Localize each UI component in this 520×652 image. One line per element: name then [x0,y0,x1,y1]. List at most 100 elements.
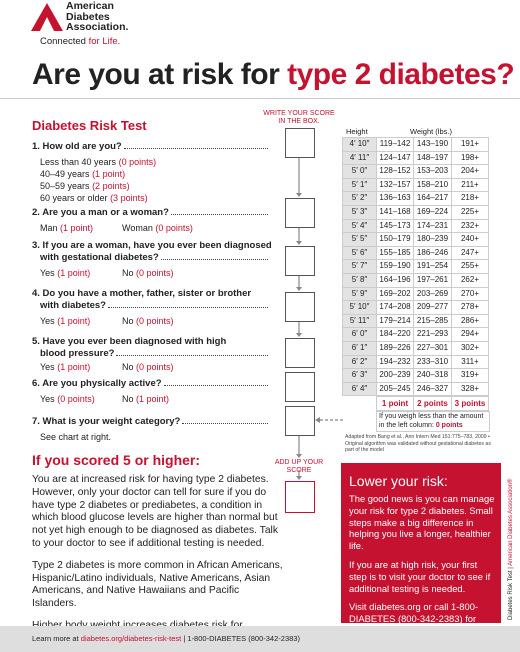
points-cell: 1 point [376,396,414,412]
score-box[interactable] [285,292,315,322]
weight-cell: 186–246 [413,245,452,261]
weight-cell: 136–163 [376,191,414,206]
option-label: Man [40,223,58,233]
table-header: Weight (lbs.) [410,127,452,136]
footer-link[interactable]: diabetes.org/diabetes-risk-test [80,634,182,643]
option-label: Woman [122,223,153,233]
footer-phone: | 1-800-DIABETES (800-342-2383) [183,634,300,643]
option: 60 years or older (3 points) [40,193,148,203]
paragraph: The good news is you can manage your ris… [349,493,495,552]
arrows [296,158,344,480]
citation: Adapted from Bang et al., Ann Intern Med… [345,434,491,453]
height-cell: 5′ 7″ [342,259,377,274]
weight-cell: 225+ [451,205,489,220]
option-label: No [122,394,134,404]
option-label: Yes [40,362,55,372]
option: Woman (0 points) [122,223,193,233]
option-points: (0 points) [136,316,174,326]
question-text: with gestational diabetes? [40,252,159,263]
side-text: Diabetes Risk Test | American Diabetes A… [508,479,514,620]
question-line: 6. Are you physically active? [32,378,268,389]
weight-cell: 179–214 [376,313,414,329]
weight-cell: 247+ [451,245,489,261]
main-title: Are you at risk for type 2 diabetes? [32,58,515,92]
height-cell: 5′ 10″ [342,300,377,315]
option-points: (1 point) [136,394,170,404]
score-box[interactable] [285,128,315,158]
note-points: 0 points [435,421,463,429]
question-line: with diabetes? [40,300,268,311]
side-highlight: American Diabetes Association® [508,478,514,566]
weight-cell: 200–239 [376,368,414,383]
height-cell: 5′ 4″ [342,218,377,234]
write-score: WRITE YOUR SCORE IN THE BOX. [263,110,335,125]
logo-line: American [66,0,114,12]
footer: Learn more at diabetes.org/diabetes-risk… [0,626,520,652]
height-cell: 5′ 1″ [342,177,377,193]
weight-cell: 132–157 [376,177,414,193]
score-box[interactable] [285,406,315,436]
weight-cell: 197–261 [413,273,452,288]
weight-cell: 240+ [451,232,489,247]
height-cell: 6′ 2″ [342,354,377,370]
weight-cell: 194–232 [376,354,414,370]
weight-cell: 174–208 [376,300,414,315]
option-points: (0 points) [136,362,174,372]
option-points: (1 point) [60,223,94,233]
option: No (1 point) [122,394,169,404]
paragraph: You are at increased risk for having typ… [32,474,278,549]
option-points: (1 point) [57,316,91,326]
height-cell: 5′ 8″ [342,273,377,288]
weight-cell: 286+ [451,313,489,329]
weight-cell: 164–196 [376,273,414,288]
height-cell: 4′ 11″ [342,150,377,166]
weight-cell: 164–217 [413,191,452,206]
option: Less than 40 years (0 points) [40,157,156,167]
paragraph: If you are at high risk, your first step… [349,558,491,594]
divider [0,98,520,99]
question-line: blood pressure? [40,348,268,359]
leader [163,378,268,386]
option-points: (1 point) [92,169,126,179]
score-box[interactable] [285,198,315,228]
score-box[interactable] [285,338,315,368]
title-highlight: type 2 diabetes? [287,58,515,91]
question-note: See chart at right. [40,432,112,442]
question-line: with gestational diabetes? [40,252,268,263]
logo-mark [31,3,63,31]
weight-cell: 124–147 [376,150,414,166]
leader [107,300,268,308]
height-cell: 5′ 9″ [342,286,377,302]
option-label: 60 years or older [40,193,108,203]
arrow-head [296,454,302,458]
question-text: 1. How old are you? [32,141,122,152]
score-box[interactable] [285,372,315,402]
question-line: 1. How old are you? [32,141,268,152]
option-label: Yes [40,316,55,326]
option-points: (0 points) [136,268,174,278]
weight-cell: 278+ [451,300,489,315]
height-cell: 6′ 0″ [342,327,377,342]
question-text: blood pressure? [40,348,115,359]
weight-cell: 205–245 [376,381,414,397]
total-box[interactable] [285,481,315,513]
weight-cell: 191+ [451,137,489,152]
arrow-head [296,193,302,197]
scored-title: If you scored 5 or higher: [32,452,201,468]
lower-title: Lower your risk: [349,473,448,489]
weight-cell: 209–277 [413,300,452,315]
option: No (0 points) [122,268,174,278]
option-label: No [122,316,134,326]
lower-box: Lower your risk: The good news is you ca… [341,463,501,652]
weight-cell: 159–190 [376,259,414,274]
weight-cell: 184–220 [376,327,414,342]
option-points: (0 points) [57,394,95,404]
height-cell: 5′ 11″ [342,313,377,329]
option-label: Yes [40,394,55,404]
weight-cell: 255+ [451,259,489,274]
score-box[interactable] [285,246,315,276]
option: Man (1 point) [40,223,93,233]
option: Yes (1 point) [40,316,90,326]
weight-cell: 203–269 [413,286,452,302]
weight-cell: 150–179 [376,232,414,247]
